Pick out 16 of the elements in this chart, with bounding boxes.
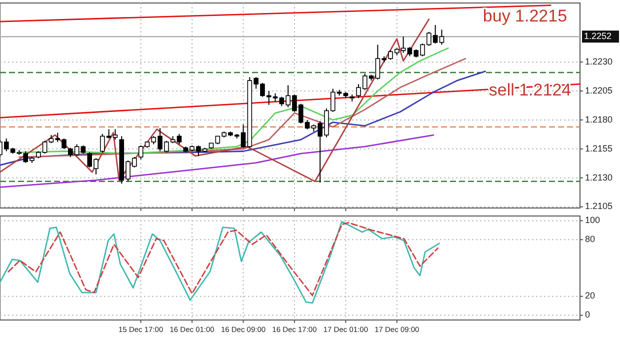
y-tick-label: 1.2230: [585, 56, 613, 66]
candlestick: [112, 128, 118, 140]
y-tick-label: 1.2155: [585, 143, 613, 154]
y-tick-label: 20: [585, 290, 596, 301]
y-tick-label: 80: [585, 234, 596, 244]
y-tick-label: 1.2105: [585, 201, 613, 212]
candlestick: [439, 29, 444, 46]
candlestick: [176, 133, 182, 145]
ref-line-label: 1.2252: [584, 30, 612, 41]
annotation: buy 1.2215: [482, 6, 568, 26]
y-tick-label: 100: [585, 215, 600, 226]
y-tick-label: 0: [585, 310, 590, 320]
y-tick-label: 1.2180: [585, 114, 613, 124]
y-tick-label: 1.2130: [585, 172, 613, 182]
y-tick-label: 1.2205: [585, 85, 613, 96]
candlestick: [138, 144, 144, 160]
